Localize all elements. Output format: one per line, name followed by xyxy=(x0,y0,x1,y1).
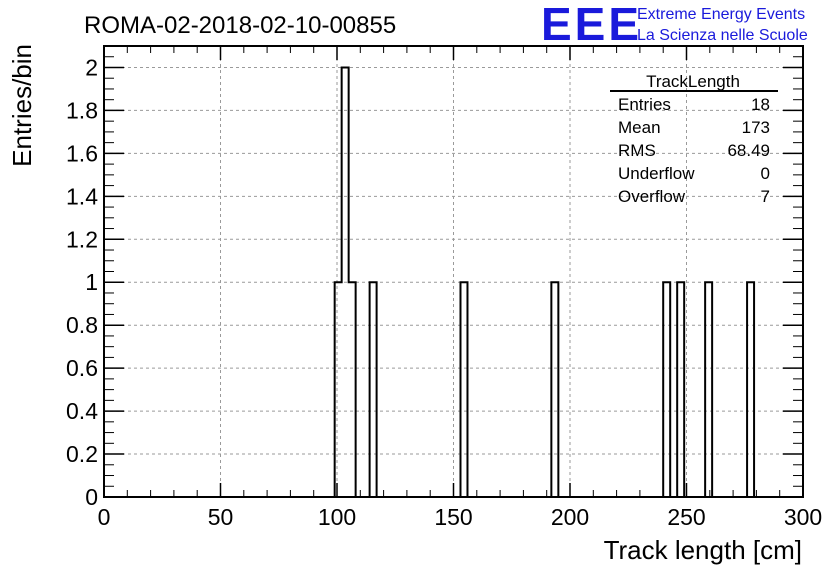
x-tick-label: 50 xyxy=(208,504,234,530)
stats-label: Entries xyxy=(618,95,671,114)
stats-value: 18 xyxy=(751,95,770,114)
y-tick-label: 0.6 xyxy=(66,355,98,381)
y-tick-label: 1.2 xyxy=(66,226,98,252)
y-tick-label: 1.4 xyxy=(66,183,98,209)
eee-logo: EEE Extreme Energy Events La Scienza nel… xyxy=(541,0,808,50)
x-tick-labels: 0 50 100 150 200 250 300 xyxy=(98,504,823,530)
x-axis-title: Track length [cm] xyxy=(604,535,802,565)
stats-label: Overflow xyxy=(618,187,686,206)
x-tick-label: 150 xyxy=(434,504,472,530)
grid-lines xyxy=(104,46,803,497)
stats-label: RMS xyxy=(618,141,656,160)
y-tick-label: 1.6 xyxy=(66,140,98,166)
stats-value: 7 xyxy=(761,187,770,206)
stats-label: Underflow xyxy=(618,164,695,183)
x-tick-label: 0 xyxy=(98,504,111,530)
stats-value: 173 xyxy=(742,118,770,137)
x-tick-label: 300 xyxy=(784,504,822,530)
y-axis-title: Entries/bin xyxy=(7,44,37,167)
y-tick-label: 0.4 xyxy=(66,398,98,424)
axis-ticks xyxy=(103,45,804,498)
histogram-outline xyxy=(333,66,756,497)
eee-logo-line2: La Scienza nelle Scuole xyxy=(637,27,808,44)
y-tick-label: 0.2 xyxy=(66,441,98,467)
y-tick-label: 1 xyxy=(85,269,98,295)
x-tick-label: 100 xyxy=(318,504,356,530)
stats-box: TrackLength Entries 18 Mean 173 RMS 68.49 Unde… xyxy=(610,72,778,206)
stats-box-rows: Entries 18 Mean 173 RMS 68.49 Underflow 0 Overfl… xyxy=(618,95,770,206)
y-tick-labels: 0 0.2 0.4 0.6 0.8 1 1.2 1.4 1.6 1.8 2 xyxy=(66,54,98,510)
y-tick-label: 1.8 xyxy=(66,97,98,123)
x-tick-label: 250 xyxy=(667,504,705,530)
stats-value: 0 xyxy=(761,164,770,183)
stats-box-title: TrackLength xyxy=(646,72,740,91)
y-tick-label: 2 xyxy=(85,54,98,80)
eee-logo-line1: Extreme Energy Events xyxy=(637,6,805,23)
y-tick-label: 0.8 xyxy=(66,312,98,338)
stats-label: Mean xyxy=(618,118,661,137)
run-title: ROMA-02-2018-02-10-00855 xyxy=(84,12,396,39)
stats-value: 68.49 xyxy=(727,141,770,160)
x-tick-label: 200 xyxy=(551,504,589,530)
eee-logo-mark: EEE xyxy=(541,0,642,50)
y-tick-label: 0 xyxy=(85,484,98,510)
